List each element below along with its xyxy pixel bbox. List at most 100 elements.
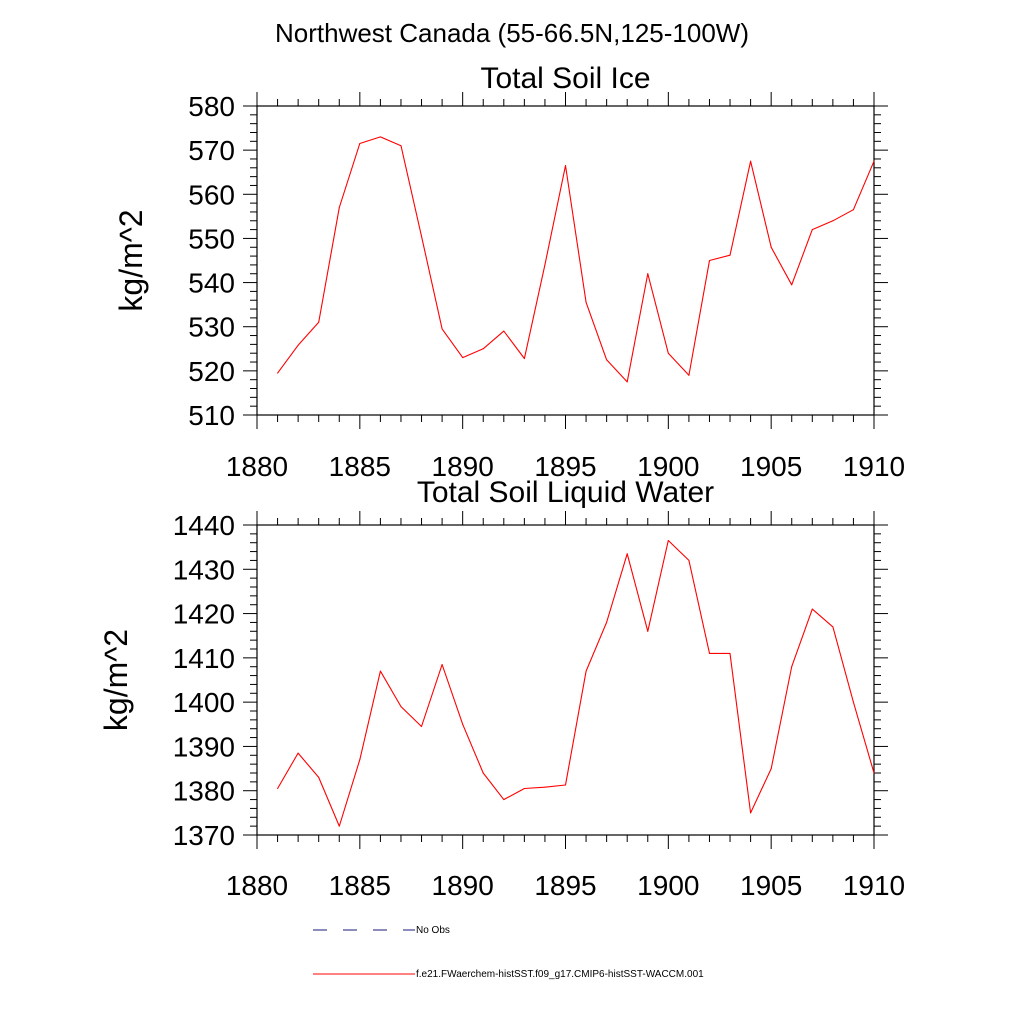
panel-total-soil-liquid-water: Total Soil Liquid Water kg/m^2 1370 1380 139… bbox=[98, 476, 905, 901]
data-point bbox=[400, 145, 402, 147]
data-point bbox=[544, 786, 546, 788]
series-line-0 bbox=[277, 136, 875, 383]
y-tick-label: 1410 bbox=[173, 643, 235, 674]
data-point bbox=[523, 788, 525, 789]
data-point bbox=[338, 825, 340, 827]
data-point bbox=[873, 160, 875, 162]
x-tick-label: 1910 bbox=[843, 451, 905, 482]
y-tick-label: 1390 bbox=[173, 731, 235, 762]
x-tick-label: 1895 bbox=[534, 870, 596, 901]
data-point bbox=[708, 260, 710, 261]
data-point bbox=[708, 652, 710, 654]
data-point bbox=[647, 273, 649, 275]
y-tick-label: 1370 bbox=[173, 820, 235, 851]
data-point bbox=[338, 207, 340, 209]
data-point bbox=[441, 664, 443, 665]
data-point bbox=[318, 776, 320, 778]
y-tick-label: 1430 bbox=[173, 554, 235, 585]
y-tick-label: 550 bbox=[188, 223, 235, 254]
data-point bbox=[585, 670, 587, 672]
panel-total-soil-ice: Total Soil Ice kg/m^2 510 520 530 540 550 560 57… bbox=[113, 62, 905, 482]
data-point bbox=[585, 301, 587, 303]
data-point bbox=[811, 608, 813, 610]
data-point bbox=[565, 165, 566, 167]
data-point bbox=[503, 330, 505, 332]
x-tick-label: 1880 bbox=[226, 451, 288, 482]
y-tick-label: 570 bbox=[188, 135, 235, 166]
data-point bbox=[379, 136, 381, 138]
data-point bbox=[297, 344, 299, 346]
data-point bbox=[729, 652, 731, 654]
data-point bbox=[688, 374, 690, 376]
legend: No Obs f.e21.FWaerchem-histSST.f09_g17.C… bbox=[313, 925, 704, 980]
x-tick-label: 1880 bbox=[226, 870, 288, 901]
y-tick-label: 540 bbox=[188, 268, 235, 299]
data-point bbox=[667, 540, 669, 541]
data-point bbox=[647, 630, 649, 632]
y-tick-label: 530 bbox=[188, 312, 235, 343]
data-point bbox=[626, 381, 628, 383]
x-tick-label: 1910 bbox=[843, 870, 905, 901]
y-tick-label: 560 bbox=[188, 179, 235, 210]
legend-label-model-run: f.e21.FWaerchem-histSST.f09_g17.CMIP6-hi… bbox=[416, 969, 704, 980]
data-point bbox=[277, 788, 279, 789]
panel-title: Total Soil Ice bbox=[480, 62, 650, 95]
data-point bbox=[626, 553, 628, 555]
series-line-0 bbox=[277, 539, 875, 827]
data-point bbox=[379, 670, 381, 672]
x-tick-label: 1885 bbox=[329, 451, 391, 482]
x-tick-label: 1890 bbox=[432, 451, 494, 482]
y-tick-label: 1420 bbox=[173, 599, 235, 630]
x-tick-label: 1905 bbox=[740, 451, 802, 482]
y-axis-label: kg/m^2 bbox=[98, 629, 134, 731]
data-point bbox=[421, 235, 423, 237]
data-point bbox=[503, 799, 505, 801]
data-point bbox=[462, 357, 464, 359]
data-point bbox=[400, 706, 402, 708]
x-tick-label: 1895 bbox=[534, 451, 596, 482]
panel-title: Total Soil Liquid Water bbox=[417, 476, 714, 509]
y-tick-label: 520 bbox=[188, 356, 235, 387]
data-point bbox=[359, 143, 361, 145]
data-point bbox=[688, 559, 690, 561]
data-point bbox=[277, 372, 279, 374]
data-point bbox=[318, 321, 320, 323]
data-point bbox=[770, 246, 772, 248]
figure-title: Northwest Canada (55-66.5N,125-100W) bbox=[275, 18, 749, 48]
y-tick-label: 1440 bbox=[173, 510, 235, 541]
data-point bbox=[832, 220, 834, 222]
data-point bbox=[667, 352, 669, 354]
data-point bbox=[297, 752, 299, 754]
y-axis-label: kg/m^2 bbox=[113, 209, 149, 311]
data-point bbox=[811, 229, 813, 231]
y-tick-label: 580 bbox=[188, 91, 235, 122]
data-point bbox=[852, 209, 854, 211]
y-tick-label: 1400 bbox=[173, 687, 235, 718]
data-point bbox=[544, 264, 546, 266]
data-point bbox=[852, 701, 854, 703]
data-point bbox=[791, 666, 793, 668]
data-point bbox=[441, 328, 443, 330]
data-point bbox=[873, 772, 875, 774]
data-point bbox=[421, 726, 423, 727]
data-point bbox=[606, 359, 608, 361]
y-tick-label: 510 bbox=[188, 400, 235, 431]
data-point bbox=[523, 357, 525, 359]
data-point bbox=[565, 784, 566, 786]
data-point bbox=[462, 723, 464, 725]
plot-frame bbox=[256, 524, 875, 836]
x-tick-label: 1885 bbox=[329, 870, 391, 901]
data-point bbox=[359, 759, 361, 761]
data-point bbox=[482, 772, 484, 774]
data-point bbox=[482, 348, 484, 350]
x-tick-label: 1900 bbox=[637, 451, 699, 482]
x-tick-label: 1905 bbox=[740, 870, 802, 901]
x-tick-label: 1890 bbox=[432, 870, 494, 901]
legend-label-no-obs: No Obs bbox=[416, 925, 450, 936]
y-tick-label: 1380 bbox=[173, 776, 235, 807]
data-point bbox=[750, 160, 752, 162]
data-point bbox=[770, 768, 772, 770]
data-point bbox=[729, 254, 731, 256]
data-point bbox=[750, 812, 752, 814]
